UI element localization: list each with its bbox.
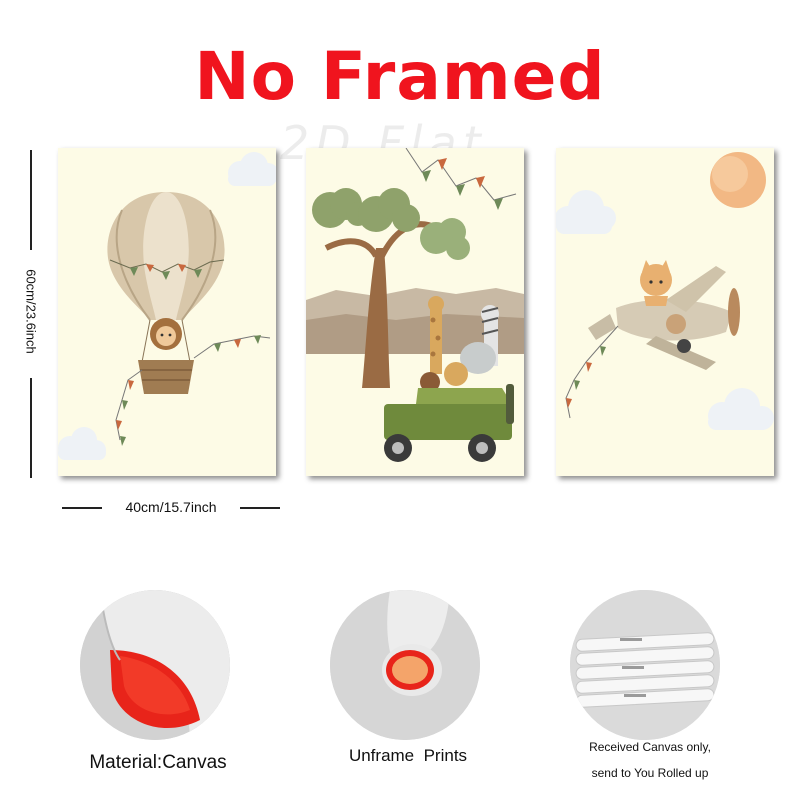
airplane-illustration — [556, 152, 774, 430]
height-label: 60cm/23.6inch — [23, 269, 39, 354]
width-label: 40cm/15.7inch — [125, 499, 217, 515]
rolled-canvas-photo — [330, 590, 480, 740]
canvas-material-photo — [80, 590, 230, 740]
wheel-icon — [468, 434, 496, 462]
wheel-icon — [384, 434, 412, 462]
cloud-icon — [556, 190, 616, 234]
height-dimension: 60cm/23.6inch — [21, 150, 41, 478]
cloud-icon — [228, 152, 276, 186]
received-caption-line1: Received Canvas only, — [589, 740, 711, 754]
dimension-line-right — [240, 507, 280, 509]
material-caption: Material:Canvas — [89, 752, 227, 773]
dimension-line-bottom — [30, 378, 32, 478]
rolled-tubes-photo — [570, 590, 720, 740]
cloud-icon — [58, 427, 106, 460]
poster-safari — [306, 148, 524, 476]
poster-balloon — [58, 148, 276, 476]
cloud-icon — [708, 388, 774, 430]
unframe-caption: Unframe Prints — [348, 746, 468, 765]
width-dimension: 40cm/15.7inch — [62, 498, 280, 518]
dimension-line-top — [30, 150, 32, 250]
safari-illustration — [306, 148, 524, 462]
poster-airplane — [556, 148, 774, 476]
received-caption-line2: send to You Rolled up — [591, 766, 709, 780]
dimension-line-left — [62, 507, 102, 509]
page-title: No Framed — [194, 38, 606, 115]
balloon-illustration — [58, 152, 276, 460]
